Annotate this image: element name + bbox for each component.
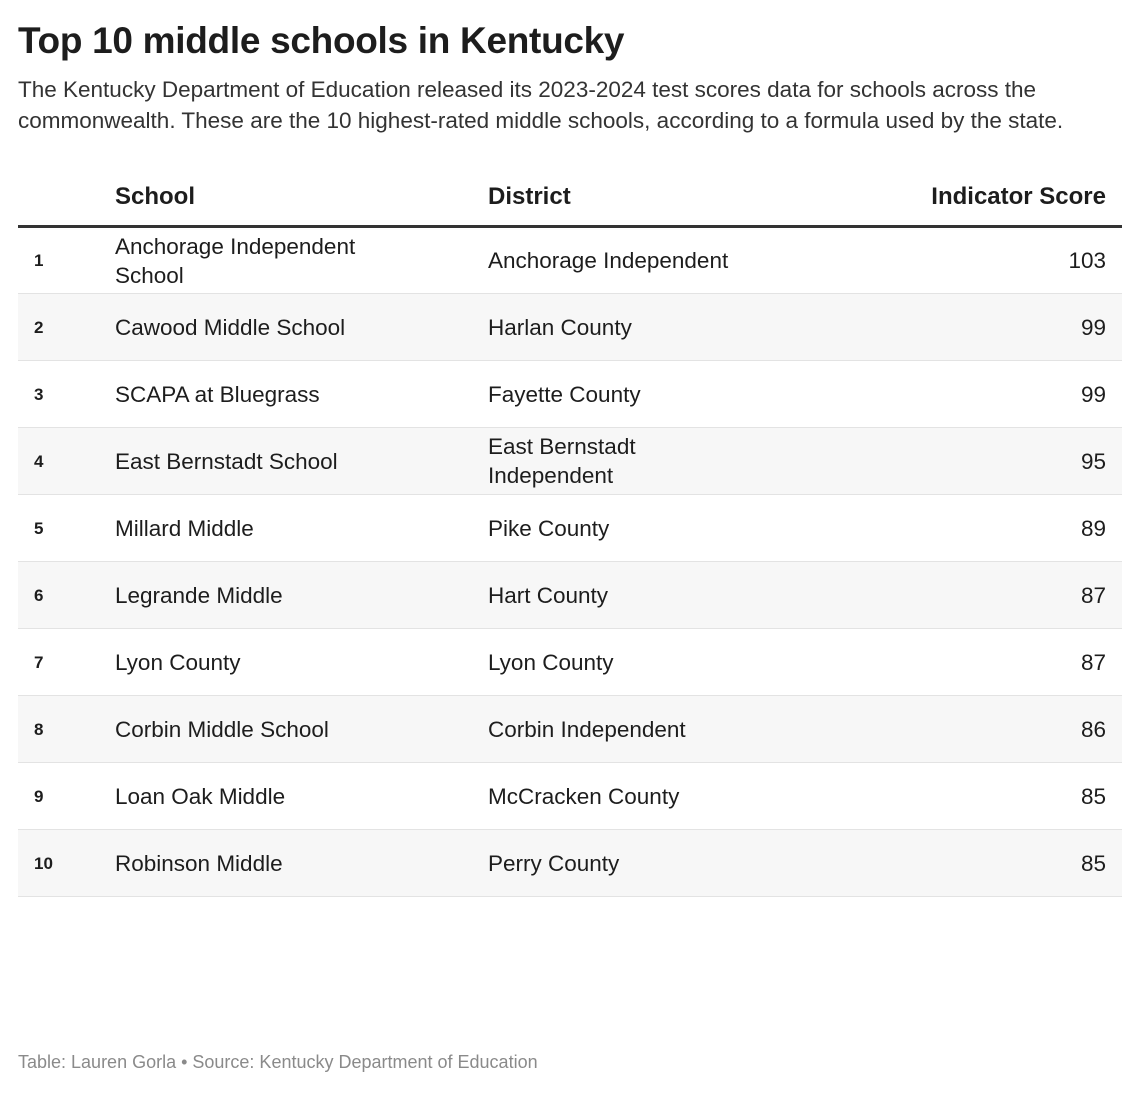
school-name: Cawood Middle School [115,314,346,340]
rank-cell: 7 [18,628,115,696]
district-cell: Corbin Independent [488,695,860,763]
district-cell: Lyon County [488,628,860,696]
rank-cell: 10 [18,829,115,897]
score-cell: 99 [859,293,1122,361]
school-name: Lyon County [115,649,241,675]
school-cell: SCAPA at Bluegrass [115,360,488,428]
table-chart: Top 10 middle schools in Kentucky The Ke… [18,20,1122,1072]
description: The Kentucky Department of Education rel… [18,77,1064,133]
school-cell: Lyon County [115,628,488,696]
district-name: Anchorage Independent [488,248,729,273]
district-name: Corbin Independent [488,716,686,742]
rank-cell: 1 [18,226,115,294]
score-cell: 89 [859,494,1122,562]
header-district: District [488,183,860,228]
table-row: 9 Loan Oak Middle McCracken County 85 [18,762,1122,830]
school-name: SCAPA at Bluegrass [115,381,320,407]
table-row: 3 SCAPA at Bluegrass Fayette County 99 [18,360,1122,428]
schools-table: School District Indicator Score 1 Anchora… [18,183,1122,897]
school-name: Millard Middle [115,515,254,541]
school-cell: Legrande Middle [115,561,488,629]
district-cell: East Bernstadt Independent [488,427,860,495]
district-cell: Perry County [488,829,860,897]
school-cell: Corbin Middle School [115,695,488,763]
table-row: 5 Millard Middle Pike County 89 [18,494,1122,562]
district-name: Fayette County [488,381,641,407]
district-name: East Bernstadt Independent [488,434,636,488]
school-cell: Anchorage Independent School [115,226,488,294]
district-cell: Hart County [488,561,860,629]
district-cell: Harlan County [488,293,860,361]
table-row: 7 Lyon County Lyon County 87 [18,628,1122,696]
score-cell: 87 [859,628,1122,696]
header-row: School District Indicator Score [18,183,1122,228]
district-cell: McCracken County [488,762,860,830]
school-cell: Millard Middle [115,494,488,562]
school-cell: Cawood Middle School [115,293,488,361]
score-cell: 87 [859,561,1122,629]
district-name: Perry County [488,850,620,876]
table-row: 10 Robinson Middle Perry County 85 [18,829,1122,897]
rank-cell: 8 [18,695,115,763]
score-cell: 85 [859,829,1122,897]
score-cell: 103 [859,226,1122,294]
school-name: Anchorage Independent School [115,233,356,288]
district-cell: Anchorage Independent [488,226,860,294]
page-title: Top 10 middle schools in Kentucky [18,20,625,61]
district-cell: Pike County [488,494,860,562]
score-cell: 86 [859,695,1122,763]
table-row: 4 East Bernstadt School East Bernstadt Ind… [18,427,1122,495]
rank-cell: 5 [18,494,115,562]
school-cell: Loan Oak Middle [115,762,488,830]
school-name: Corbin Middle School [115,716,329,742]
footer-credit: Table: Lauren Gorla • Source: Kentucky D… [18,1052,538,1072]
district-name: Hart County [488,582,609,608]
school-name: East Bernstadt School [115,448,338,474]
rank-cell: 6 [18,561,115,629]
school-name: Legrande Middle [115,582,283,608]
school-name: Robinson Middle [115,850,283,876]
header-score: Indicator Score [859,183,1122,228]
table-row: 8 Corbin Middle School Corbin Independent 8… [18,695,1122,763]
score-cell: 95 [859,427,1122,495]
score-cell: 99 [859,360,1122,428]
district-name: McCracken County [488,783,680,809]
district-cell: Fayette County [488,360,860,428]
rank-cell: 3 [18,360,115,428]
header-rank [18,183,115,228]
header-school: School [115,183,488,228]
rank-cell: 4 [18,427,115,495]
district-name: Pike County [488,515,610,541]
school-cell: Robinson Middle [115,829,488,897]
rank-cell: 2 [18,293,115,361]
score-cell: 85 [859,762,1122,830]
school-name: Loan Oak Middle [115,783,286,809]
rank-cell: 9 [18,762,115,830]
table-row: 2 Cawood Middle School Harlan County 99 [18,293,1122,361]
school-cell: East Bernstadt School [115,427,488,495]
district-name: Lyon County [488,649,614,675]
table-row: 1 Anchorage Independent School Anchorage I… [18,226,1122,294]
table-row: 6 Legrande Middle Hart County 87 [18,561,1122,629]
district-name: Harlan County [488,314,632,340]
